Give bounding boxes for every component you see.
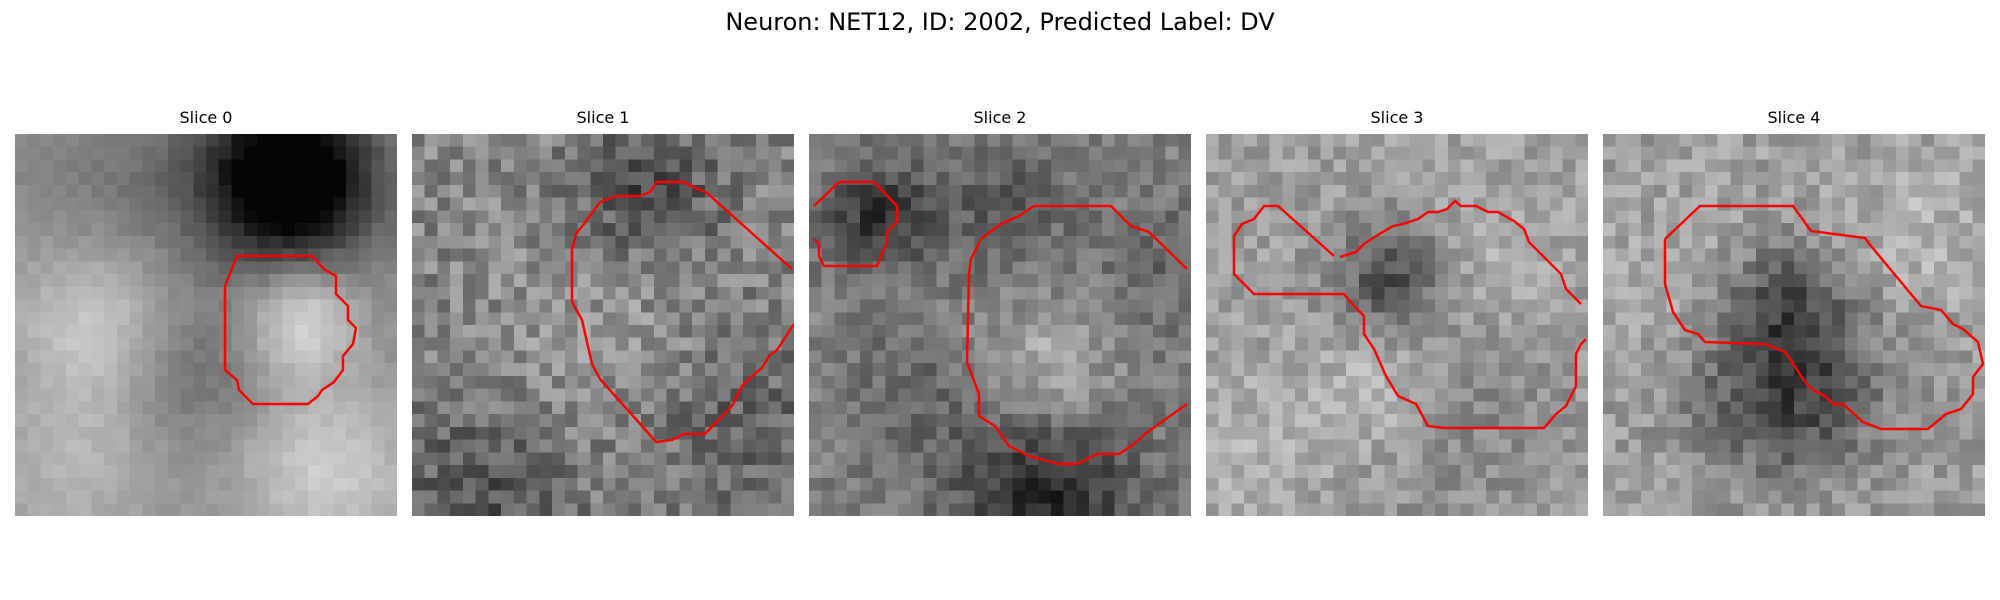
slice-title: Slice 2 — [973, 108, 1027, 127]
roi-contour — [1663, 204, 1985, 431]
roi-contour — [570, 180, 794, 444]
grayscale-image — [15, 134, 397, 516]
slice-image — [412, 134, 794, 516]
contour-overlay — [1663, 204, 1985, 431]
contour-overlay — [570, 180, 794, 444]
slice-title: Slice 4 — [1767, 108, 1821, 127]
grayscale-image — [1206, 134, 1588, 516]
roi-contour — [813, 180, 899, 268]
roi-contour — [223, 254, 358, 406]
slice-panel-3: Slice 3 — [1206, 108, 1588, 516]
roi-contour — [965, 204, 1188, 466]
grayscale-image — [809, 134, 1191, 516]
slice-title: Slice 3 — [1370, 108, 1424, 127]
slice-title: Slice 0 — [179, 108, 233, 127]
contour-overlay — [1232, 199, 1587, 430]
slice-panel-1: Slice 1 — [412, 108, 794, 516]
slice-image — [1603, 134, 1985, 516]
figure-title: Neuron: NET12, ID: 2002, Predicted Label… — [725, 8, 1275, 36]
slice-image — [1206, 134, 1588, 516]
slice-panel-0: Slice 0 — [15, 108, 397, 516]
slice-image — [15, 134, 397, 516]
slice-image — [809, 134, 1191, 516]
roi-contour — [1339, 199, 1582, 305]
grayscale-image — [412, 134, 794, 516]
slice-panel-4: Slice 4 — [1603, 108, 1985, 516]
roi-contour — [1232, 204, 1587, 430]
grayscale-image — [1603, 134, 1985, 516]
contour-overlay — [813, 180, 1188, 466]
slice-title: Slice 1 — [576, 108, 630, 127]
slice-panel-2: Slice 2 — [809, 108, 1191, 516]
contour-overlay — [223, 254, 358, 406]
